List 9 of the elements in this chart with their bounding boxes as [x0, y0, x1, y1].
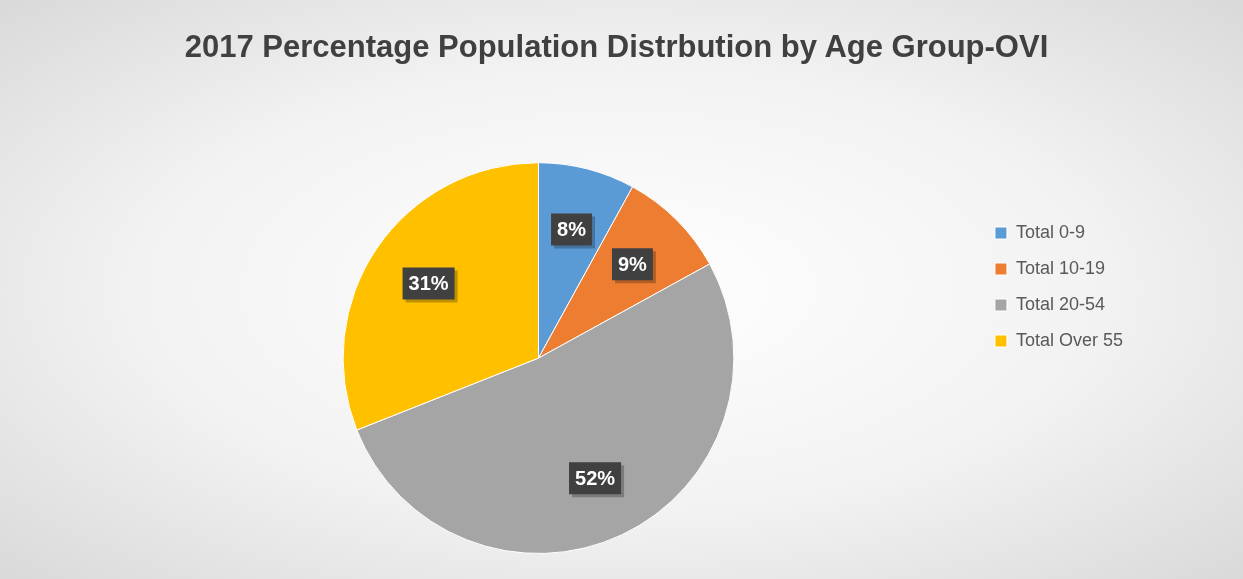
data-label: 9%: [617, 252, 648, 275]
data-label: 52%: [575, 466, 616, 489]
legend-label: Total 0-9: [1015, 221, 1085, 242]
legend-label: Total 10-19: [1015, 257, 1106, 278]
legend-label: Total 20-54: [1015, 293, 1106, 314]
data-label: 31%: [408, 271, 449, 294]
data-label: 8%: [557, 217, 587, 240]
chart-title: 2017 Percentage Population Distrbution by Age Group-OVI: [184, 29, 1049, 65]
legend-label: Total Over 55: [1015, 329, 1124, 350]
